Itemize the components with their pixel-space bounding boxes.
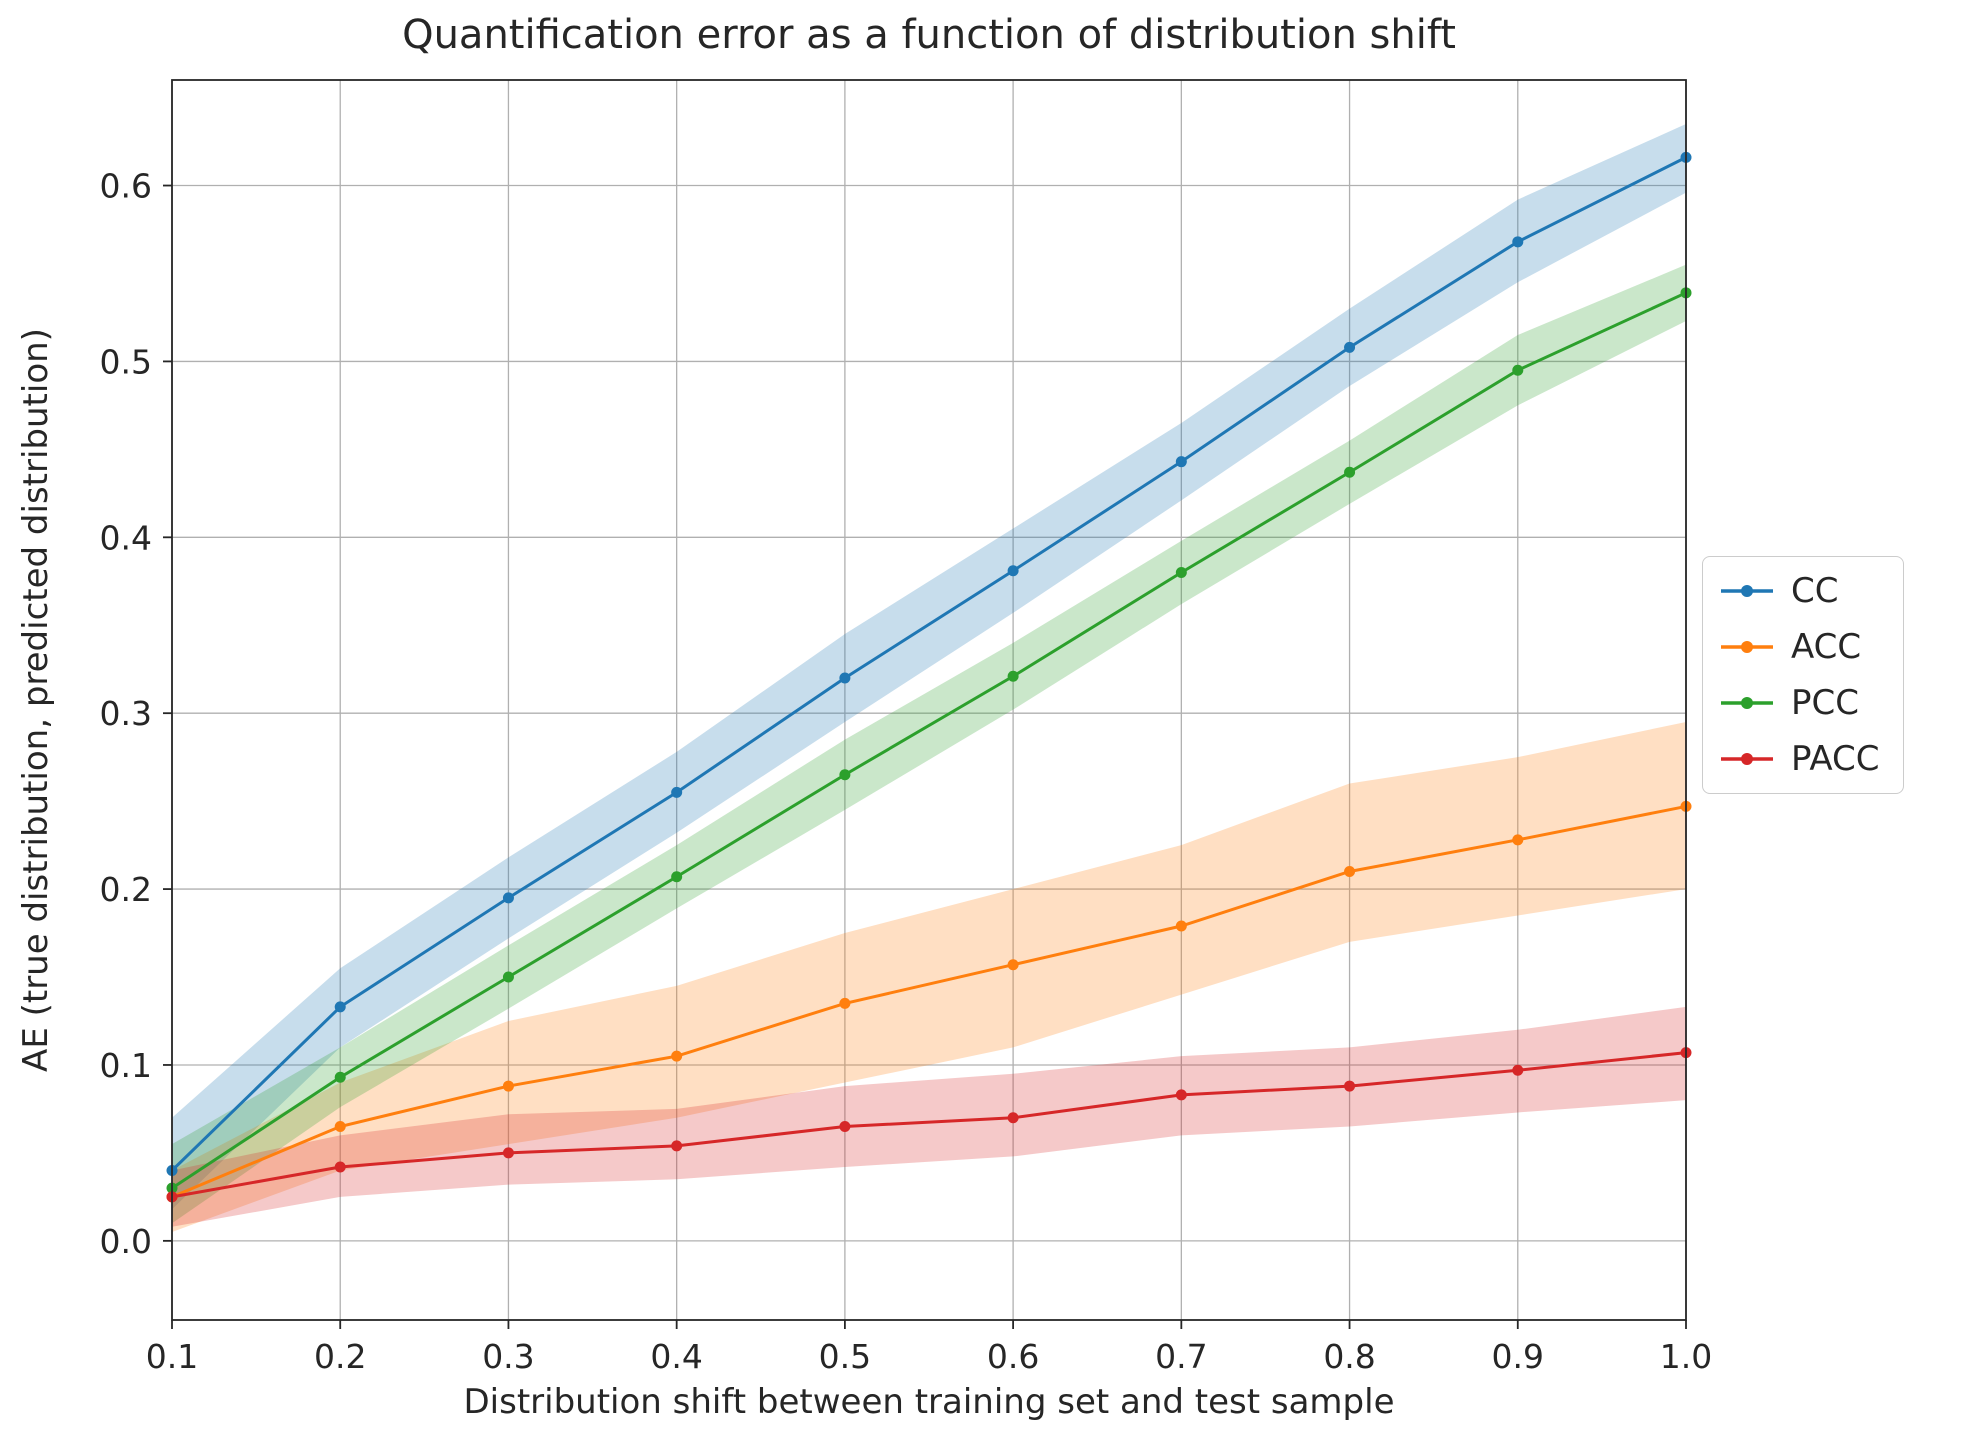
markers-cc — [166, 151, 1692, 1176]
legend-marker-acc — [1721, 641, 1773, 653]
tick-labels: 0.1 0.2 0.3 0.4 0.5 0.6 0.7 0.8 0.9 1.0 0.0 0.1 0.2 0… — [100, 167, 1713, 1376]
svg-text:0.4: 0.4 — [650, 1337, 702, 1376]
markers-pcc — [166, 287, 1692, 1194]
svg-text:0.6: 0.6 — [100, 167, 152, 206]
svg-text:0.3: 0.3 — [482, 1337, 534, 1376]
grid — [171, 80, 1687, 1320]
svg-text:0.1: 0.1 — [146, 1337, 198, 1376]
axes-box — [171, 79, 1687, 1321]
ticks — [163, 184, 1687, 1329]
legend-marker-pacc — [1721, 753, 1773, 765]
legend-item-pcc: PCC — [1719, 683, 1879, 723]
svg-text:0.2: 0.2 — [100, 870, 152, 909]
legend-label: ACC — [1791, 627, 1862, 667]
legend-label: PACC — [1791, 739, 1880, 779]
svg-text:0.5: 0.5 — [100, 342, 152, 381]
svg-text:0.1: 0.1 — [100, 1046, 152, 1085]
chart-title: Quantification error as a function of di… — [402, 12, 1456, 58]
line-cc — [170, 156, 1687, 1172]
svg-text:0.2: 0.2 — [314, 1337, 366, 1376]
svg-text:0.8: 0.8 — [1323, 1337, 1375, 1376]
band-acc — [172, 721, 1686, 1233]
legend-item-cc: CC — [1719, 571, 1879, 611]
legend-label: CC — [1791, 571, 1839, 611]
svg-text:0.9: 0.9 — [1492, 1337, 1544, 1376]
legend: CC ACC PCC PACC — [1702, 556, 1905, 794]
svg-text:0.6: 0.6 — [987, 1337, 1039, 1376]
legend-label: PCC — [1791, 683, 1859, 723]
line-acc — [171, 804, 1687, 1199]
band-pcc — [172, 264, 1686, 1224]
x-axis-label: Distribution shift between training set … — [463, 1382, 1395, 1422]
legend-marker-cc — [1721, 585, 1773, 597]
svg-text:0.7: 0.7 — [1155, 1337, 1207, 1376]
legend-item-acc: ACC — [1719, 627, 1879, 667]
line-pacc — [171, 1051, 1687, 1199]
band-cc — [172, 123, 1686, 1210]
band-pacc — [172, 1006, 1686, 1227]
svg-text:0.3: 0.3 — [100, 694, 152, 733]
svg-text:0.0: 0.0 — [100, 1222, 152, 1261]
legend-item-pacc: PACC — [1719, 739, 1879, 779]
svg-text:1.0: 1.0 — [1660, 1337, 1712, 1376]
legend-marker-pcc — [1721, 697, 1773, 709]
svg-text:0.4: 0.4 — [100, 518, 152, 557]
svg-text:0.5: 0.5 — [819, 1337, 871, 1376]
line-pcc — [171, 291, 1687, 1190]
